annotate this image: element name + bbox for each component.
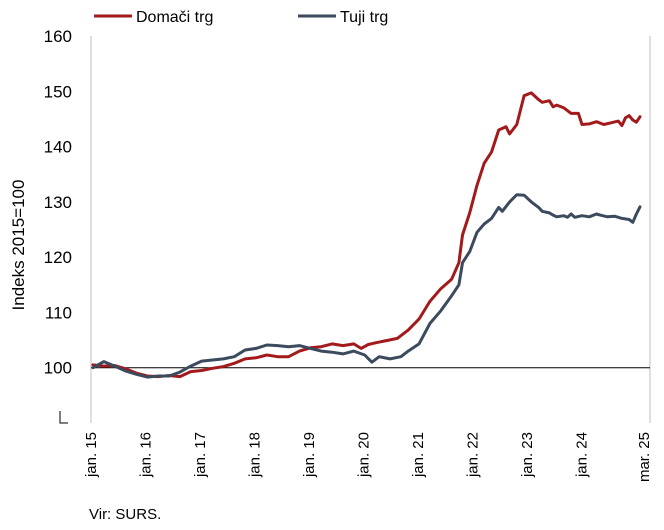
x-tick-0: jan. 15 (83, 432, 100, 478)
x-tick-6: jan. 21 (410, 432, 427, 478)
y-tick-labels: 100 110 120 130 140 150 160 (44, 27, 72, 378)
y-axis-label: Indeks 2015=100 (9, 180, 28, 311)
axis-break-mark (59, 411, 68, 424)
legend: Domači trg Tuji trg (94, 9, 388, 26)
y-tick-150: 150 (44, 82, 72, 101)
y-tick-130: 130 (44, 193, 72, 212)
legend-label-0: Domači trg (136, 9, 213, 26)
y-tick-160: 160 (44, 27, 72, 46)
x-tick-3: jan. 18 (247, 432, 264, 478)
x-tick-labels: jan. 15 jan. 16 jan. 17 jan. 18 jan. 19 jan. … (83, 432, 653, 482)
source-note: Vir: SURS. (89, 506, 161, 523)
y-tick-100: 100 (44, 359, 72, 378)
legend-label-1: Tuji trg (340, 9, 388, 26)
series-line-0 (91, 91, 642, 379)
y-tick-120: 120 (44, 248, 72, 267)
x-tick-2: jan. 17 (192, 432, 209, 478)
series-lines (91, 91, 642, 379)
x-tick-9: jan. 24 (574, 432, 591, 478)
x-tick-4: jan. 19 (301, 432, 318, 478)
series-line-1 (91, 193, 642, 379)
y-tick-140: 140 (44, 138, 72, 157)
x-tick-1: jan. 16 (138, 432, 155, 478)
x-tick-7: jan. 22 (465, 432, 482, 478)
x-tick-5: jan. 20 (356, 432, 373, 478)
x-tick-10: mar. 25 (636, 432, 653, 482)
x-tick-8: jan. 23 (519, 432, 536, 478)
y-tick-110: 110 (45, 303, 72, 322)
